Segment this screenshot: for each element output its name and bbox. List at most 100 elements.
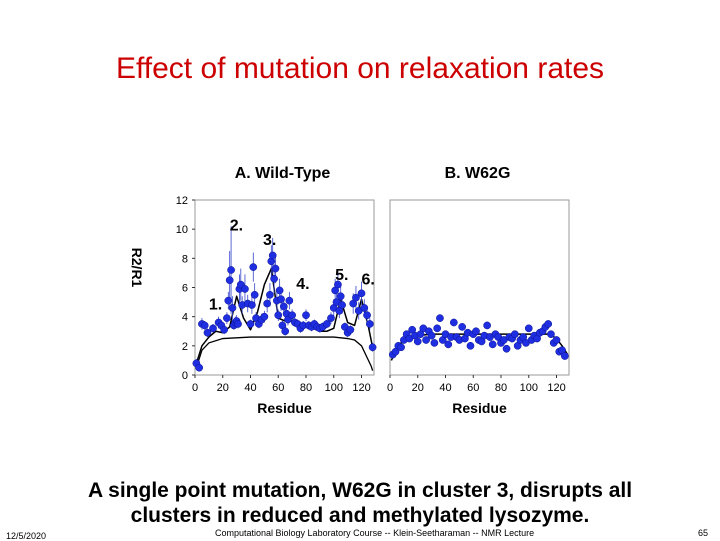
data-point <box>203 328 212 337</box>
cluster-label: 1. <box>209 296 222 313</box>
data-point <box>422 336 430 344</box>
data-point <box>360 304 369 312</box>
data-point <box>266 290 274 299</box>
y-tick-label: 10 <box>176 224 188 236</box>
data-point <box>271 264 280 273</box>
data-point <box>552 336 561 344</box>
data-point <box>250 290 259 299</box>
data-point <box>472 327 480 336</box>
data-point <box>458 323 467 331</box>
data-point <box>249 263 258 271</box>
data-point <box>502 344 511 353</box>
data-point <box>413 337 422 346</box>
data-point <box>263 299 272 308</box>
x-tick-label: 120 <box>547 382 565 394</box>
data-point <box>224 296 233 305</box>
y-tick-label: 8 <box>182 253 188 265</box>
slide-date: 12/5/2020 <box>6 531 47 541</box>
data-point <box>336 292 345 301</box>
data-point <box>285 296 294 305</box>
y-axis-label: R2/R1 <box>129 248 145 288</box>
data-point <box>444 340 453 349</box>
data-point <box>436 314 444 322</box>
data-point <box>279 302 288 311</box>
data-point <box>275 286 284 295</box>
data-point <box>488 340 497 349</box>
y-tick-label: 4 <box>182 312 188 324</box>
data-point <box>363 311 371 320</box>
slide-page-number: 65 <box>698 528 709 538</box>
caption-line-2: clusters in reduced and methylated lysoz… <box>130 504 590 527</box>
x-tick-label: 100 <box>325 382 343 394</box>
data-point <box>466 341 475 350</box>
x-tick-label: 60 <box>272 382 284 394</box>
cluster-label: 5. <box>335 267 348 284</box>
data-point <box>302 311 310 320</box>
data-point <box>511 330 519 339</box>
data-point <box>228 304 237 312</box>
y-tick-label: 2 <box>182 341 188 353</box>
y-tick-label: 12 <box>176 195 188 207</box>
x-tick-label: 120 <box>352 382 370 394</box>
slide-footer: Computational Biology Laboratory Course … <box>215 528 535 538</box>
data-point <box>322 320 331 328</box>
data-point <box>547 330 555 339</box>
cluster-label: 2. <box>230 218 243 235</box>
data-point <box>274 311 283 320</box>
data-point <box>227 266 235 274</box>
y-tick-label: 0 <box>182 370 188 382</box>
data-point <box>223 314 231 322</box>
x-tick-label: 0 <box>192 382 198 394</box>
data-point <box>544 320 553 328</box>
data-point <box>365 320 374 328</box>
data-point <box>220 325 228 334</box>
data-point <box>234 320 242 328</box>
data-point <box>268 251 277 260</box>
data-point <box>427 331 436 340</box>
x-axis-label-a: Residue <box>257 400 312 416</box>
data-point <box>357 289 366 298</box>
panel-wild-type: A. Wild-Type 0 20 40 60 80 100 120 Residue 0 2 4 6 8 1… <box>129 165 377 416</box>
data-point <box>483 321 491 330</box>
data-point <box>327 314 335 322</box>
data-point <box>368 343 377 352</box>
x-tick-label: 60 <box>467 382 479 394</box>
x-tick-label: 80 <box>495 382 507 394</box>
data-point <box>560 352 569 360</box>
data-point <box>260 312 269 321</box>
cluster-label: 6. <box>362 272 375 289</box>
panel-title-b: B. W62G <box>445 165 511 182</box>
data-point <box>338 301 346 309</box>
cluster-label: 3. <box>263 232 276 249</box>
data-point <box>352 293 360 302</box>
data-point <box>397 343 405 352</box>
data-point <box>200 321 209 330</box>
cluster-label: 4. <box>296 276 309 293</box>
baseline-curve-a <box>195 336 374 371</box>
data-point <box>277 295 285 304</box>
slide-title: Effect of mutation on relaxation rates <box>115 52 605 85</box>
data-point <box>430 339 439 347</box>
panel-w62g: B. W62G 0 20 40 60 80 100 120 Residue <box>387 165 570 416</box>
x-tick-label: 20 <box>217 382 229 394</box>
data-point <box>346 325 355 334</box>
plot-frame-a <box>194 199 375 376</box>
x-tick-label: 0 <box>387 382 393 394</box>
data-point <box>524 324 533 333</box>
x-tick-label: 20 <box>412 382 424 394</box>
data-point <box>209 324 217 333</box>
data-point <box>270 274 278 283</box>
data-point <box>281 327 290 336</box>
x-tick-label: 100 <box>520 382 538 394</box>
panel-title-a: A. Wild-Type <box>235 165 331 182</box>
data-point <box>288 311 296 320</box>
x-tick-label: 80 <box>300 382 312 394</box>
data-point <box>195 363 204 372</box>
data-point <box>241 285 249 293</box>
x-tick-label: 40 <box>244 382 256 394</box>
x-tick-label: 40 <box>439 382 451 394</box>
data-point <box>334 280 342 289</box>
data-point <box>433 324 442 333</box>
data-point <box>225 276 234 285</box>
